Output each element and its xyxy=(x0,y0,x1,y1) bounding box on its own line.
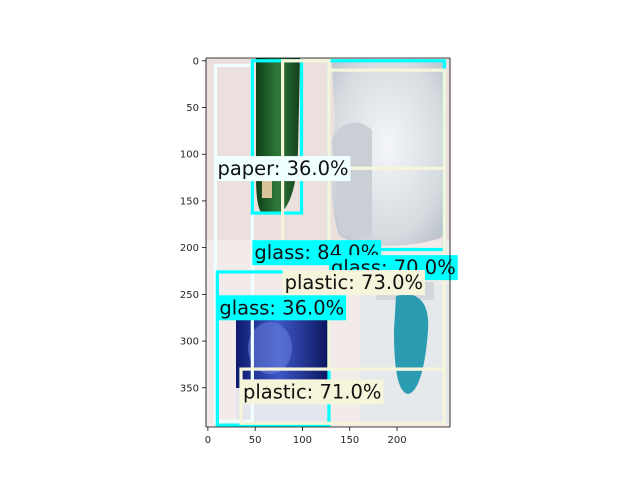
y-axis-ticks: 0 50 100 150 200 250 300 350 xyxy=(180,56,206,394)
y-tick-label: 350 xyxy=(180,383,199,394)
x-tick-label: 50 xyxy=(249,435,262,446)
y-tick-label: 150 xyxy=(180,196,199,207)
detection-label-layer: paper: 36.0%glass: 84.0%glass: 70.0%plas… xyxy=(215,156,458,405)
detection-label-text: plastic: 71.0% xyxy=(243,380,381,403)
detection-label-plastic: plastic: 73.0% xyxy=(282,270,426,296)
detection-label-paper: paper: 36.0% xyxy=(215,156,351,182)
axes-frame xyxy=(205,57,451,428)
y-tick-label: 300 xyxy=(180,337,199,348)
detection-box-glass xyxy=(250,59,304,215)
x-tick-label: 0 xyxy=(205,435,211,446)
detection-label-background xyxy=(215,156,351,182)
x-tick-label: 200 xyxy=(387,435,406,446)
detection-label-text: paper: 36.0% xyxy=(217,157,348,180)
detection-label-text: plastic: 73.0% xyxy=(285,271,423,294)
y-tick-label: 250 xyxy=(180,290,199,301)
x-tick-label: 100 xyxy=(293,435,312,446)
detection-label-glass: glass: 36.0% xyxy=(217,295,347,321)
y-tick-label: 200 xyxy=(180,243,199,254)
y-tick-label: 0 xyxy=(193,56,199,67)
detection-label-text: glass: 36.0% xyxy=(219,296,344,319)
y-tick-label: 50 xyxy=(186,103,199,114)
detection-label-background xyxy=(282,270,426,296)
x-tick-label: 150 xyxy=(340,435,359,446)
detection-label-background xyxy=(217,295,347,321)
detection-label-background xyxy=(240,379,384,405)
y-tick-label: 100 xyxy=(180,150,199,161)
x-axis-ticks: 0 50 100 150 200 xyxy=(205,427,407,446)
detection-label-plastic: plastic: 71.0% xyxy=(240,379,384,405)
